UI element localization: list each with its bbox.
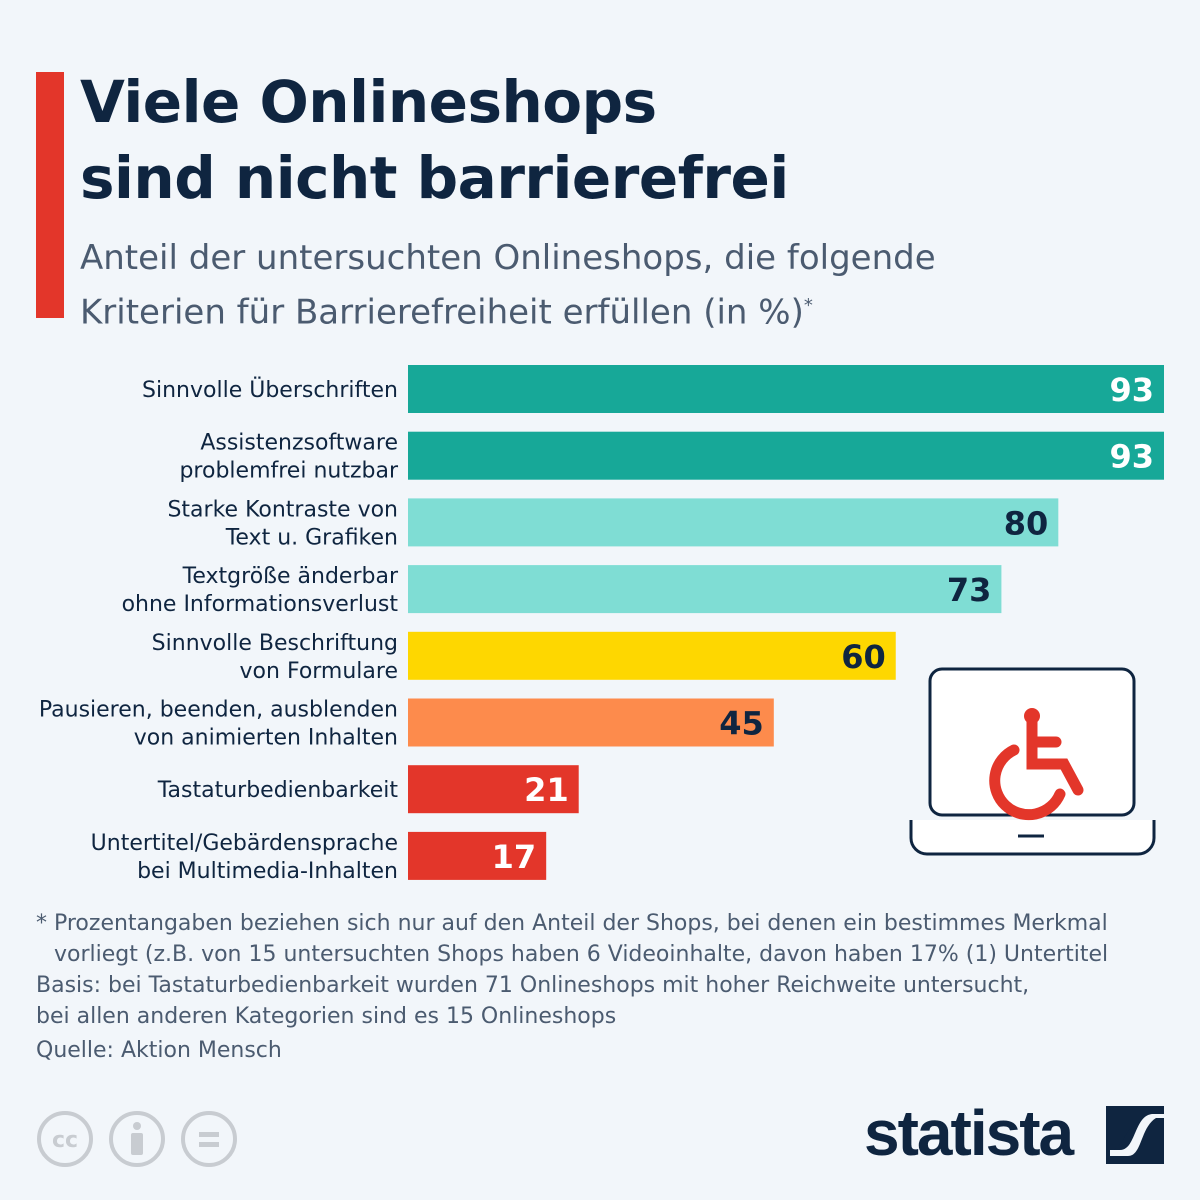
- license-icons[interactable]: cc: [36, 1110, 238, 1168]
- category-label: bei Multimedia-Inhalten: [137, 859, 398, 884]
- subtitle-line: Anteil der untersuchten Onlineshops, die…: [80, 238, 936, 278]
- data-label: 17: [492, 838, 537, 876]
- category-label: ohne Informationsverlust: [122, 592, 399, 617]
- footnote-line: bei allen anderen Kategorien sind es 15 …: [36, 1004, 617, 1029]
- data-label: 93: [1109, 438, 1154, 476]
- logo-text: statista: [864, 1097, 1074, 1169]
- category-label: Untertitel/Gebärdensprache: [91, 831, 398, 856]
- bar-chart: 93 Sinnvolle Überschriften 93 Assistenzsoft…: [39, 365, 1164, 884]
- bar: [408, 365, 1164, 413]
- nd-icon[interactable]: [180, 1110, 238, 1168]
- category-label: von animierten Inhalten: [134, 726, 398, 751]
- subtitle-line: Kriterien für Barrierefreiheit erfüllen …: [80, 292, 804, 333]
- data-label: 93: [1109, 371, 1154, 409]
- category-label: problemfrei nutzbar: [179, 459, 398, 484]
- bar: [408, 431, 1164, 480]
- svg-text:cc: cc: [52, 1128, 78, 1153]
- data-label: 73: [947, 571, 992, 609]
- bar: [408, 498, 1059, 547]
- chart-subtitle: Anteil der untersuchten Onlineshops, die…: [80, 234, 936, 336]
- category-label: Sinnvolle Überschriften: [142, 377, 398, 403]
- bar: [408, 565, 1002, 614]
- accent-bar: [36, 72, 64, 318]
- statista-logo[interactable]: statista: [864, 1096, 1074, 1170]
- category-label: Tastaturbedienbarkeit: [157, 778, 399, 803]
- footnote-line: * Prozentangaben beziehen sich nur auf d…: [36, 911, 1108, 936]
- bar: [408, 631, 896, 680]
- footnote: * Prozentangaben beziehen sich nur auf d…: [36, 908, 1108, 1032]
- category-label: von Formulare: [240, 659, 398, 684]
- data-label: 21: [524, 771, 569, 809]
- category-label: Starke Kontraste von: [167, 497, 398, 522]
- footnote-line: Basis: bei Tastaturbedienbarkeit wurden …: [36, 973, 1030, 998]
- footnote-line: vorliegt (z.B. von 15 untersuchten Shops…: [54, 942, 1109, 967]
- title-line: Viele Onlineshops: [80, 68, 657, 136]
- source: Quelle: Aktion Mensch: [36, 1038, 282, 1063]
- cc-icon[interactable]: cc: [36, 1110, 94, 1168]
- bar: [408, 831, 547, 880]
- title-line: sind nicht barrierefrei: [80, 144, 789, 212]
- category-label: Sinnvolle Beschriftung: [152, 631, 398, 656]
- data-label: 80: [1004, 504, 1049, 542]
- category-label: Pausieren, beenden, ausblenden: [39, 698, 398, 723]
- chart-title: Viele Onlineshops sind nicht barrierefre…: [80, 64, 789, 216]
- data-label: 45: [719, 705, 764, 743]
- category-label: Textgröße änderbar: [182, 564, 399, 589]
- by-icon[interactable]: [108, 1110, 166, 1168]
- statista-logo-mark-icon: [1106, 1106, 1164, 1164]
- footnote-marker: *: [803, 295, 813, 316]
- laptop-wheelchair-icon: [909, 667, 1156, 856]
- category-label: Text u. Grafiken: [225, 525, 398, 550]
- data-label: 60: [841, 638, 886, 676]
- bar: [408, 765, 579, 814]
- bar: [408, 698, 774, 747]
- category-label: Assistenzsoftware: [200, 431, 398, 456]
